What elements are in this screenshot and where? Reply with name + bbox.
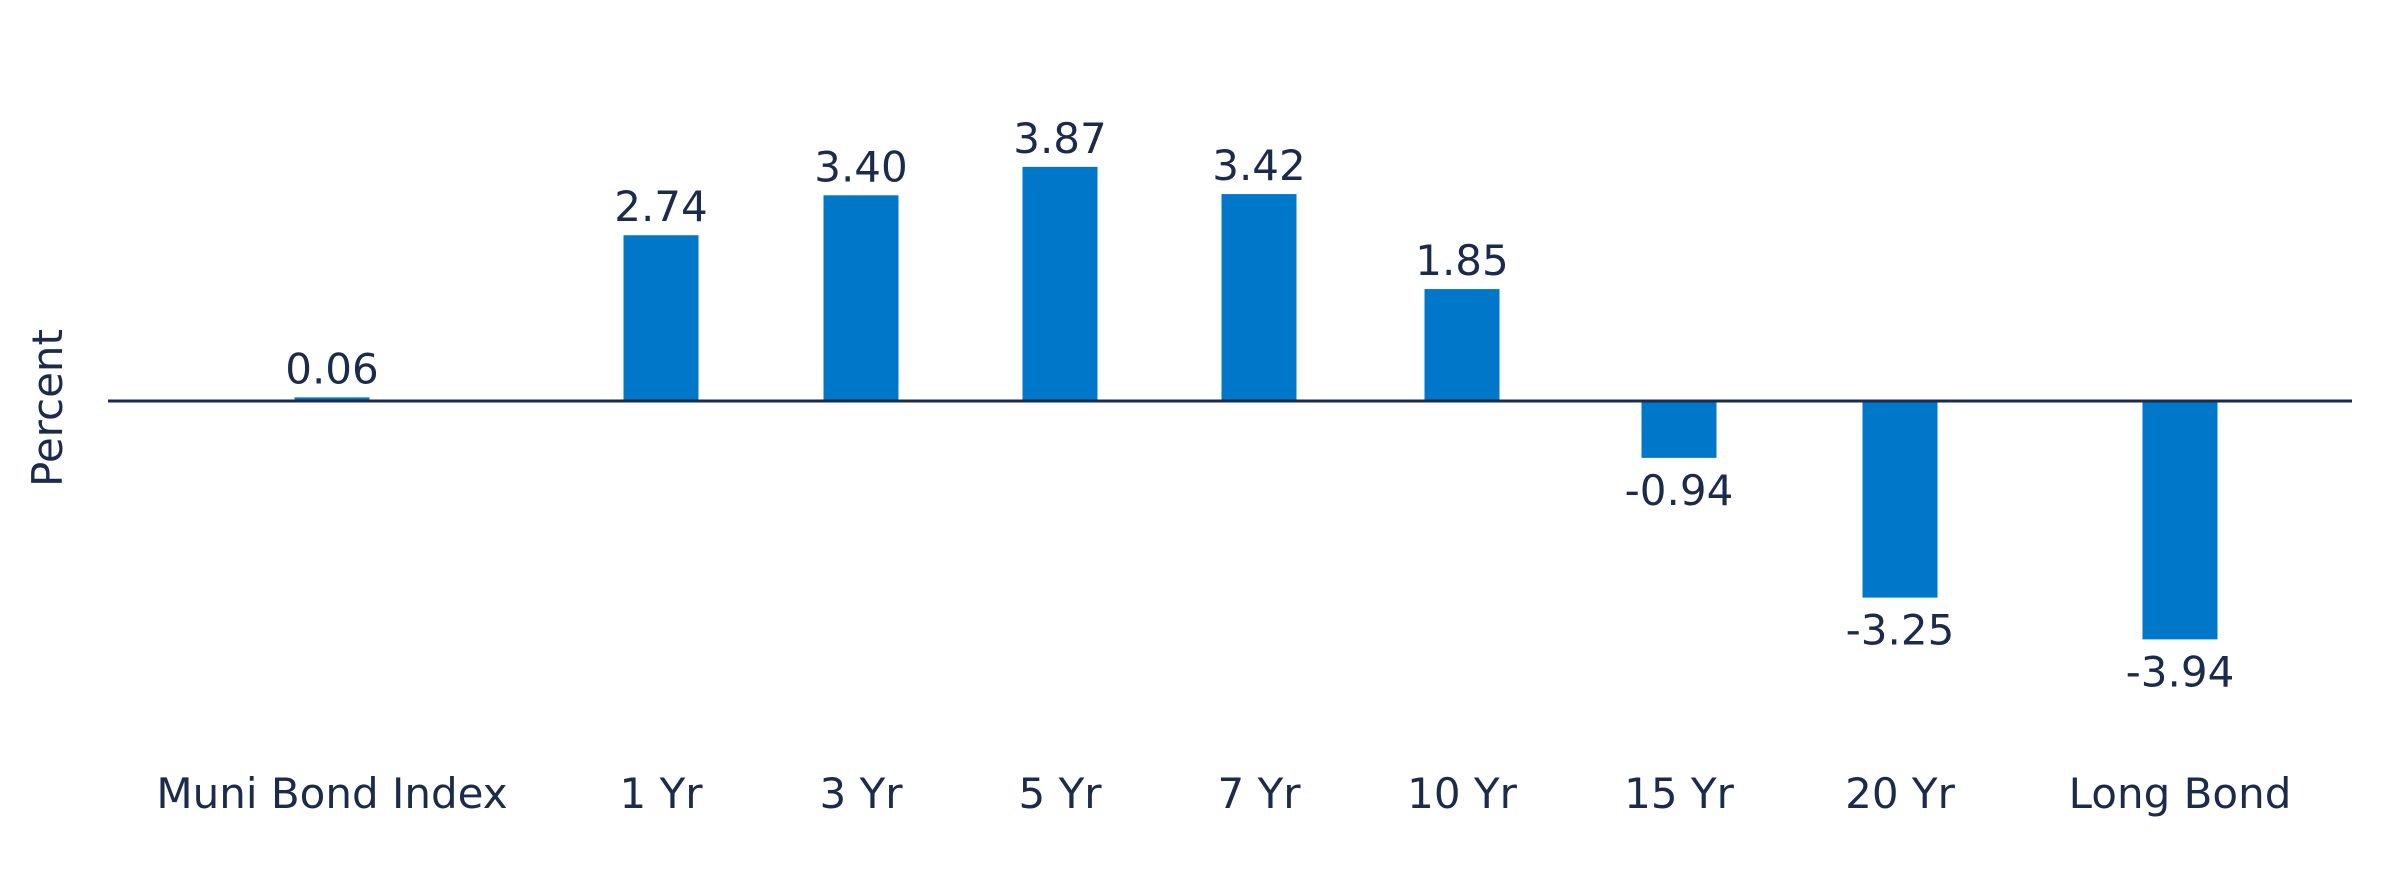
bar-15-yr (1641, 401, 1717, 458)
value-label: -0.94 (1625, 466, 1734, 515)
bar-1-yr (623, 235, 699, 401)
value-labels-layer: 0.06 2.74 3.40 3.87 3.42 1.85 -0.94 -3.25 -3.94 (285, 114, 2234, 697)
bar-7-yr (1221, 194, 1297, 401)
value-label: 3.87 (1013, 114, 1107, 163)
value-label: -3.25 (1846, 606, 1955, 655)
bar-5-yr (1022, 166, 1098, 401)
value-label: -3.94 (2126, 647, 2235, 696)
category-label: 7 Yr (1218, 769, 1302, 818)
bar-long-bond (2142, 401, 2218, 640)
category-label: Muni Bond Index (156, 769, 507, 818)
bar-3-yr (823, 195, 899, 401)
category-label: 20 Yr (1845, 769, 1955, 818)
bars-layer (294, 166, 2218, 640)
category-label: 5 Yr (1019, 769, 1103, 818)
category-label: 1 Yr (620, 769, 704, 818)
category-label: 3 Yr (820, 769, 904, 818)
category-label: 10 Yr (1407, 769, 1517, 818)
value-label: 3.40 (814, 142, 908, 191)
value-label: 2.74 (614, 182, 708, 231)
value-label: 3.42 (1212, 141, 1306, 190)
bar-20-yr (1862, 401, 1938, 598)
y-axis-label: Percent (23, 329, 72, 487)
category-labels-layer: Muni Bond Index 1 Yr 3 Yr 5 Yr 7 Yr 10 Yr 15 Y… (156, 769, 2291, 818)
value-label: 1.85 (1415, 236, 1509, 285)
category-label: Long Bond (2069, 769, 2292, 818)
bar-muni-bond-index (294, 397, 370, 401)
value-label: 0.06 (285, 344, 379, 393)
category-label: 15 Yr (1624, 769, 1734, 818)
bar-10-yr (1424, 289, 1500, 401)
